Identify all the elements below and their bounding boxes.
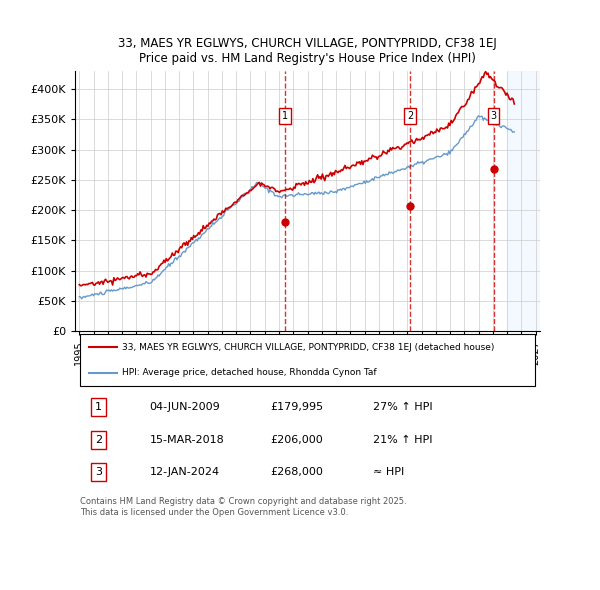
Bar bbox=[507, 71, 543, 331]
Bar bbox=[507, 71, 543, 331]
Text: 1: 1 bbox=[282, 112, 288, 121]
Text: 3: 3 bbox=[95, 467, 102, 477]
Text: Contains HM Land Registry data © Crown copyright and database right 2025.
This d: Contains HM Land Registry data © Crown c… bbox=[80, 497, 406, 517]
Text: £268,000: £268,000 bbox=[270, 467, 323, 477]
Text: 2: 2 bbox=[95, 435, 102, 445]
Text: £206,000: £206,000 bbox=[270, 435, 323, 445]
Text: 33, MAES YR EGLWYS, CHURCH VILLAGE, PONTYPRIDD, CF38 1EJ (detached house): 33, MAES YR EGLWYS, CHURCH VILLAGE, PONT… bbox=[121, 343, 494, 352]
Text: 04-JUN-2009: 04-JUN-2009 bbox=[149, 402, 220, 412]
Text: 15-MAR-2018: 15-MAR-2018 bbox=[149, 435, 224, 445]
Text: 21% ↑ HPI: 21% ↑ HPI bbox=[373, 435, 432, 445]
Text: 2: 2 bbox=[407, 112, 413, 121]
Title: 33, MAES YR EGLWYS, CHURCH VILLAGE, PONTYPRIDD, CF38 1EJ
Price paid vs. HM Land : 33, MAES YR EGLWYS, CHURCH VILLAGE, PONT… bbox=[118, 38, 497, 65]
Text: 1: 1 bbox=[95, 402, 102, 412]
Text: 12-JAN-2024: 12-JAN-2024 bbox=[149, 467, 220, 477]
Text: 3: 3 bbox=[490, 112, 497, 121]
Text: 27% ↑ HPI: 27% ↑ HPI bbox=[373, 402, 432, 412]
FancyBboxPatch shape bbox=[80, 334, 535, 386]
Text: ≈ HPI: ≈ HPI bbox=[373, 467, 404, 477]
Text: £179,995: £179,995 bbox=[270, 402, 323, 412]
Text: HPI: Average price, detached house, Rhondda Cynon Taf: HPI: Average price, detached house, Rhon… bbox=[121, 368, 376, 378]
